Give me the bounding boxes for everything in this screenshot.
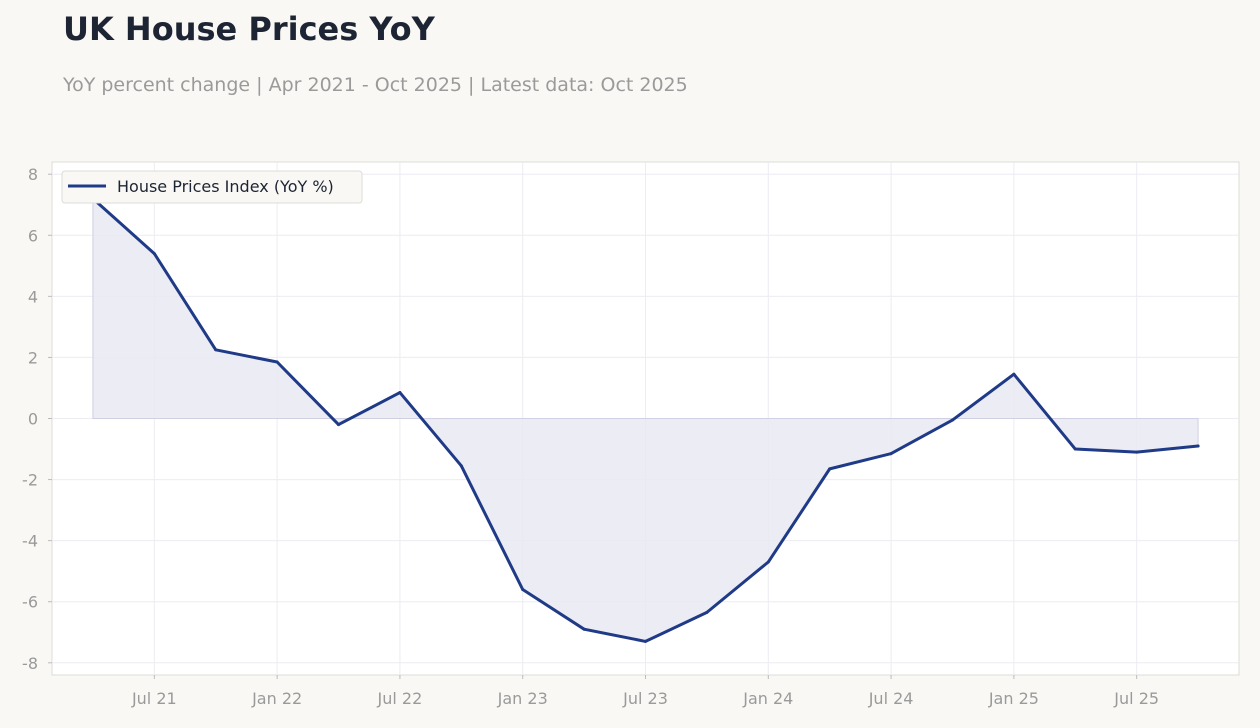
y-tick-label: -8 xyxy=(22,654,38,673)
x-tick-label: Jan 22 xyxy=(251,689,302,708)
x-tick-label: Jul 21 xyxy=(131,689,177,708)
data-point xyxy=(582,627,586,631)
data-point xyxy=(521,588,525,591)
y-tick-label: 2 xyxy=(28,348,38,367)
x-axis: Jul 21 Jan 22 Jul 22 Jan 23 Jul 23 Jan 24 Jul … xyxy=(131,675,1159,708)
legend-label: House Prices Index (YoY %) xyxy=(117,177,334,196)
x-tick-label: Jul 22 xyxy=(377,689,423,708)
chart-subtitle: YoY percent change | Apr 2021 - Oct 2025… xyxy=(63,74,688,96)
data-point xyxy=(1196,444,1200,448)
data-point xyxy=(705,610,709,614)
data-point xyxy=(1012,372,1016,376)
y-axis: 8 6 4 2 0 -2 -4 -6 -8 xyxy=(22,165,52,673)
data-point xyxy=(644,639,647,643)
data-point xyxy=(1135,450,1139,454)
x-tick-label: Jan 23 xyxy=(497,689,548,708)
chart-title: UK House Prices YoY xyxy=(63,10,435,48)
y-tick-label: -6 xyxy=(22,593,38,612)
y-tick-label: 4 xyxy=(28,287,38,306)
y-tick-label: 0 xyxy=(28,410,38,429)
data-point xyxy=(459,464,463,468)
y-tick-label: -4 xyxy=(22,532,38,551)
y-tick-label: 6 xyxy=(28,226,38,245)
legend-box xyxy=(61,170,363,204)
data-point xyxy=(152,252,156,256)
data-point xyxy=(766,560,770,564)
x-tick-label: Jul 24 xyxy=(868,689,914,708)
x-tick-label: Jan 25 xyxy=(988,689,1039,708)
data-point xyxy=(828,467,832,471)
data-point xyxy=(275,360,279,364)
y-tick-label: -2 xyxy=(22,471,38,490)
data-point xyxy=(398,391,402,395)
data-point xyxy=(337,423,341,427)
data-point xyxy=(950,418,954,422)
data-point xyxy=(1073,447,1077,451)
data-point xyxy=(889,452,893,456)
data-point xyxy=(214,348,218,352)
series-lines xyxy=(91,197,1200,643)
x-tick-label: Jan 24 xyxy=(742,689,793,708)
legend: House Prices Index (YoY %) xyxy=(61,170,363,204)
x-tick-label: Jul 25 xyxy=(1113,689,1159,708)
y-tick-label: 8 xyxy=(28,165,38,184)
x-tick-label: Jul 23 xyxy=(622,689,668,708)
